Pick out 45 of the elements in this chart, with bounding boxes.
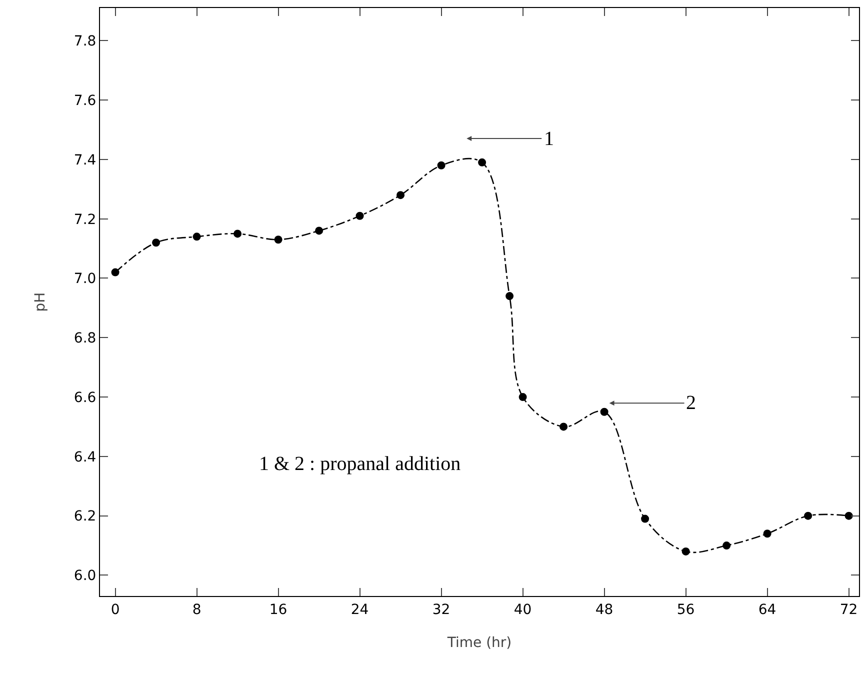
- y-tick-label: 7.6: [74, 92, 96, 109]
- point: [763, 530, 772, 538]
- y-tick-label: 7.2: [74, 212, 96, 228]
- x-tick-label: 64: [758, 602, 776, 618]
- x-tick-label: 40: [514, 602, 532, 618]
- point: [356, 212, 364, 220]
- x-tick-label: 56: [676, 602, 695, 618]
- point: [844, 512, 853, 520]
- annotation: 1: [544, 128, 554, 150]
- point: [560, 422, 568, 431]
- point: [274, 236, 282, 244]
- y-tick-label: 6.0: [74, 568, 96, 584]
- point: [641, 514, 650, 523]
- y-tick-label: 7.0: [74, 271, 96, 288]
- x-tick-label: 16: [269, 602, 288, 618]
- point: [506, 292, 514, 300]
- x-tick-label: 32: [432, 602, 450, 618]
- point: [518, 393, 527, 402]
- x-tick-label: 8: [192, 602, 202, 618]
- point: [152, 238, 160, 247]
- y-axis-title: pH: [32, 292, 49, 312]
- y-tick-label: 6.8: [74, 330, 96, 347]
- x-tick-label: 72: [840, 602, 858, 618]
- point: [804, 512, 812, 520]
- y-tick-label: 6.4: [74, 449, 96, 466]
- x-tick-label: 48: [595, 602, 614, 618]
- point: [722, 542, 731, 550]
- point: [396, 191, 405, 200]
- annotation: 1 & 2 : propanal addition: [259, 453, 461, 475]
- point: [234, 230, 242, 238]
- point: [111, 268, 120, 276]
- x-axis-title: Time (hr): [446, 635, 512, 652]
- point: [478, 158, 486, 166]
- x-tick-label: 24: [350, 602, 369, 618]
- annotation: 2: [686, 392, 696, 414]
- y-tick-label: 7.8: [74, 34, 96, 50]
- point: [437, 161, 446, 170]
- y-tick-label: 6.6: [74, 390, 96, 406]
- point: [682, 547, 690, 556]
- point: [600, 408, 608, 416]
- x-tick-label: 0: [110, 602, 120, 618]
- point: [315, 226, 324, 235]
- y-tick-label: 6.2: [74, 508, 96, 525]
- y-tick-label: 7.4: [74, 152, 96, 168]
- point: [192, 232, 201, 241]
